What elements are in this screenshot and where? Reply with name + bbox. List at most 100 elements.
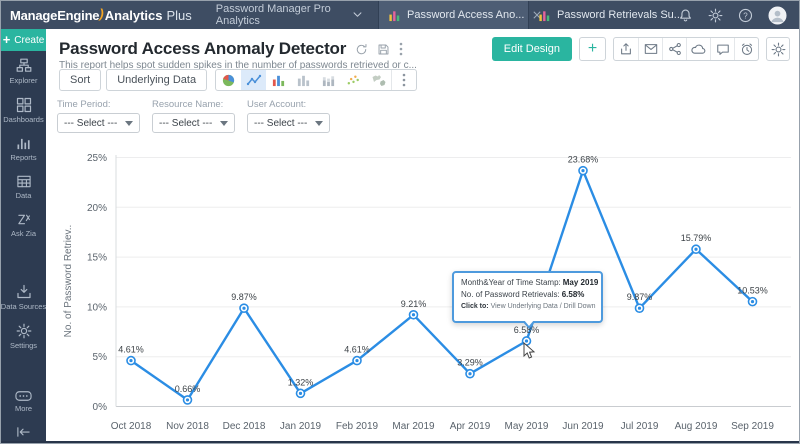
dashboards-icon (16, 97, 32, 113)
sidebar-item-settings[interactable]: Settings (1, 323, 46, 350)
x-tick-label: Nov 2018 (166, 421, 209, 432)
chart-type-stacked-bar[interactable] (316, 70, 341, 90)
sidebar-item-label: Reports (10, 153, 37, 162)
x-tick-label: Aug 2019 (675, 421, 718, 432)
caret-down-icon (220, 120, 228, 126)
logo-text-manageengine: ManageEngine (10, 7, 100, 23)
sidebar-item-dashboards[interactable]: Dashboards (1, 97, 46, 124)
tooltip-clickto-label: Click to: (461, 303, 489, 310)
sidebar-item-label: Settings (9, 341, 38, 350)
data-point-label: 23.68% (568, 155, 599, 165)
kebab-icon[interactable] (399, 42, 403, 56)
mini-bar-chart-icon (388, 9, 401, 22)
publish-button[interactable] (686, 38, 710, 60)
chart-type-pie-chart[interactable] (216, 70, 241, 90)
sidebar-item-explorer[interactable]: Explorer (1, 58, 46, 85)
filter-row: Time Period: --- Select --- Resource Name:… (57, 99, 330, 133)
tab-label: Password Access Ano... (407, 9, 525, 21)
refresh-icon[interactable] (355, 43, 368, 56)
logo-text-analytics: Analytics (104, 7, 163, 23)
edit-design-button[interactable]: Edit Design (491, 37, 572, 61)
plus-icon: + (2, 32, 11, 47)
tab-label: Password Retrievals Su... (557, 9, 683, 21)
geo-map-icon (371, 74, 387, 87)
data-point-center (298, 391, 303, 395)
filter-select[interactable]: --- Select --- (57, 113, 140, 133)
help-icon[interactable]: ? (738, 8, 753, 23)
x-tick-label: Oct 2018 (111, 421, 152, 432)
data-point-center (468, 372, 472, 376)
tab-2[interactable]: Password Retrievals Su... (528, 1, 683, 29)
x-tick-label: Sep 2019 (731, 421, 774, 432)
main-content: Password Access Anomaly Detector This re… (46, 29, 799, 443)
chart-type-geo-map[interactable] (366, 70, 391, 90)
sidebar-item-ask-zia[interactable]: Ask Zia (1, 212, 46, 238)
share-button[interactable] (662, 38, 686, 60)
sidebar-item-label: Ask Zia (10, 229, 36, 238)
save-icon[interactable] (377, 43, 390, 56)
email-icon (644, 43, 658, 55)
mini-bar-chart-icon (538, 9, 551, 22)
data-point-label: 9.87% (627, 292, 653, 302)
sidebar-item-more[interactable]: More (1, 390, 46, 413)
chart-type-bar-chart-gray[interactable] (291, 70, 316, 90)
export-button[interactable] (614, 38, 638, 60)
data-point-center (581, 169, 585, 173)
avatar-icon[interactable] (768, 5, 787, 25)
window-bottom-edge (1, 441, 799, 443)
gear-icon[interactable] (708, 8, 723, 23)
y-axis-title: No. of Password Retriev.. (63, 225, 74, 338)
data-point-label: 6.58% (514, 325, 540, 335)
stacked-bar-icon (321, 73, 336, 87)
data-point-center (185, 398, 190, 402)
create-button[interactable]: + Create (1, 29, 46, 51)
y-tick-label: 15% (87, 253, 107, 264)
tooltip-x-label: Month&Year of Time Stamp: (461, 278, 561, 287)
filter-selected-value: --- Select --- (254, 117, 308, 129)
comment-button[interactable] (710, 38, 734, 60)
mouse-cursor-icon (523, 342, 536, 359)
filter-selected-value: --- Select --- (64, 117, 118, 129)
chart-tooltip: Month&Year of Time Stamp: May 2019 No. of… (452, 271, 603, 329)
x-tick-label: Apr 2019 (450, 421, 491, 432)
publish-icon (691, 43, 706, 55)
chart-type-line-chart[interactable] (241, 70, 267, 90)
filter-label: Time Period: (57, 99, 111, 110)
chart-type-bar-chart-color[interactable] (266, 70, 291, 90)
sidebar-item-label: More (14, 404, 33, 413)
y-tick-label: 10% (87, 302, 107, 313)
caret-down-icon (315, 120, 323, 126)
create-button-label: Create (14, 34, 45, 46)
sort-button[interactable]: Sort (59, 69, 102, 91)
sidebar-item-data[interactable]: Data (1, 174, 46, 200)
add-button[interactable]: + (579, 37, 606, 61)
data-point-label: 3.29% (457, 358, 483, 368)
sidebar-item-reports[interactable]: Reports (1, 136, 46, 162)
filter-select[interactable]: --- Select --- (152, 113, 235, 133)
bell-icon[interactable] (678, 8, 693, 23)
ask-zia-icon (16, 212, 32, 227)
alert-button[interactable] (734, 38, 758, 60)
sidebar-item-label: Data (15, 191, 32, 200)
y-tick-label: 25% (87, 153, 107, 164)
workspace-selector[interactable]: Password Manager Pro Analytics (216, 1, 362, 29)
data-sources-icon (16, 284, 32, 300)
sidebar-item-data-sources[interactable]: Data Sources (1, 284, 46, 311)
sidebar-item-label: Dashboards (3, 115, 44, 124)
chart-type-kebab[interactable] (391, 70, 416, 90)
filter-time-period: Time Period: --- Select --- (57, 99, 140, 133)
email-button[interactable] (638, 38, 662, 60)
report-settings-button[interactable] (766, 37, 790, 61)
sidebar-item-label: Data Sources (0, 302, 47, 311)
export-icon (619, 42, 633, 56)
data-point-label: 10.53% (737, 286, 768, 296)
underlying-data-button[interactable]: Underlying Data (106, 69, 208, 91)
data-point-label: 4.61% (118, 345, 144, 355)
chart-type-scatter-plot[interactable] (341, 70, 366, 90)
manageengine-logo: ManageEngine) Analytics Plus (10, 1, 192, 29)
svg-text:?: ? (743, 11, 748, 20)
collapse-sidebar-button[interactable] (1, 426, 46, 438)
chart-area[interactable]: 0% 5% 10% 15% 20% 25% No. of Password Retriev.… (61, 141, 800, 443)
tab-1[interactable]: Password Access Ano... (378, 1, 541, 29)
filter-select[interactable]: --- Select --- (247, 113, 330, 133)
